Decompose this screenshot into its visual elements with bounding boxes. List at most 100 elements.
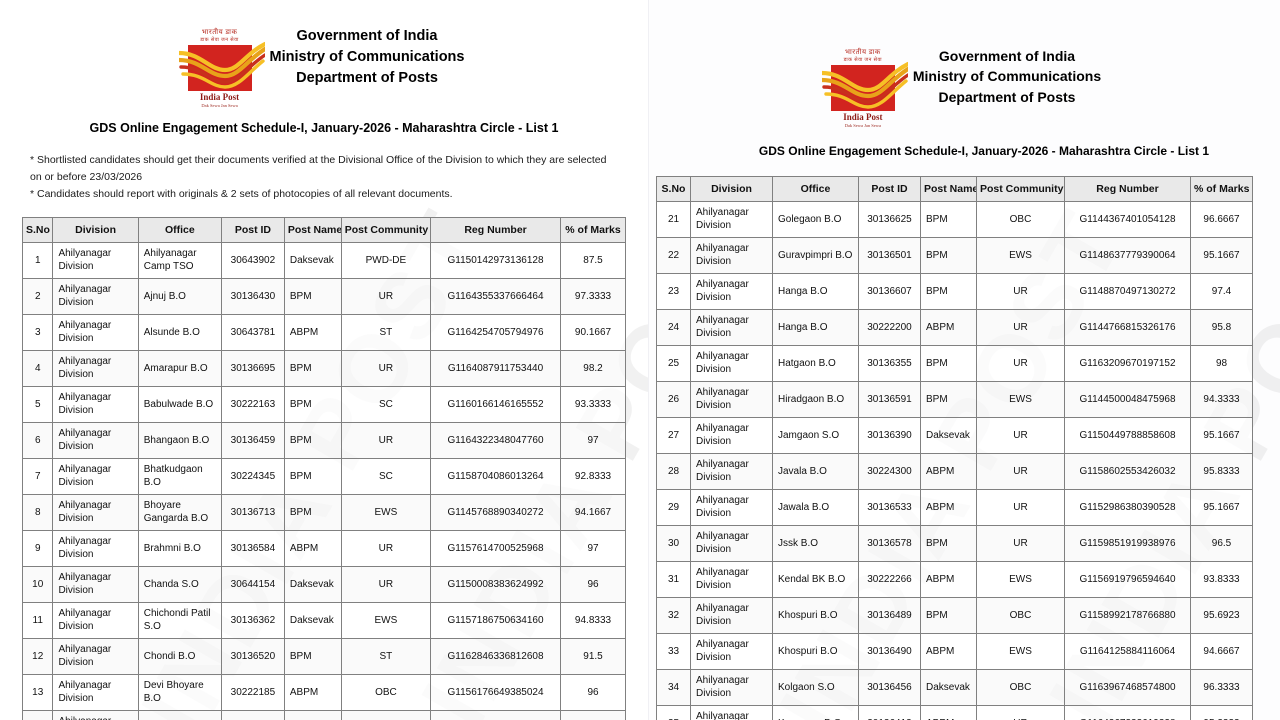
- document-header-left: भारतीय डाक डाक सेवा जन सेवा India Post D…: [0, 0, 648, 108]
- cell-division: Ahilyanagar Division: [52, 710, 139, 720]
- table-row[interactable]: 10 Ahilyanagar Division Chanda S.O 30644154…: [21, 566, 626, 604]
- table-row[interactable]: 29 Ahilyanagar Division Jawala B.O 30136533…: [656, 489, 1253, 527]
- cell-division: Ahilyanagar Division: [690, 633, 773, 671]
- table-row[interactable]: 7 Ahilyanagar Division Bhatkudgaon B.O 3022…: [21, 458, 626, 496]
- col-header-division[interactable]: Division: [690, 176, 773, 203]
- table-row[interactable]: 22 Ahilyanagar Division Guravpimpri B.O 301…: [656, 237, 1253, 275]
- cell-sno: 3: [21, 314, 54, 352]
- cell-sno: 1: [21, 242, 54, 280]
- cell-division: Ahilyanagar Division: [52, 602, 139, 640]
- cell-reg-number: G1156919796594640: [1064, 561, 1191, 599]
- table-row[interactable]: 35Ahilyanagar DivisionKoregoan B.O301364…: [656, 705, 1253, 720]
- table-row[interactable]: 23 Ahilyanagar Division Hanga B.O 30136607 B…: [656, 273, 1253, 311]
- cell-sno: 28: [656, 453, 691, 491]
- col-header-sno[interactable]: S.No: [656, 176, 691, 203]
- table-row[interactable]: 32 Ahilyanagar Division Khospuri B.O 301364…: [656, 597, 1253, 635]
- table-row[interactable]: 4 Ahilyanagar Division Amarapur B.O 3013669…: [21, 350, 626, 388]
- cell-office: Chichondi Patil S.O: [137, 602, 222, 640]
- table-row[interactable]: 1 Ahilyanagar Division Ahilyanagar Camp TS…: [21, 242, 626, 280]
- cell-reg-number: G1150008383624992: [430, 566, 561, 604]
- cell-post-name: BPM: [283, 278, 342, 316]
- table-row[interactable]: 31 Ahilyanagar Division Kendal BK B.O 30222…: [656, 561, 1253, 599]
- cell-reg-number: G1150142973136128: [430, 242, 561, 280]
- cell-post-name: Daksevak: [283, 602, 342, 640]
- cell-reg-number: G1164322348047760: [430, 422, 561, 460]
- cell-marks: 94.3333: [1190, 381, 1253, 419]
- table-row[interactable]: 11 Ahilyanagar Division Chichondi Patil S.…: [21, 602, 626, 640]
- col-header-marks[interactable]: % of Marks: [560, 217, 626, 244]
- cell-post-community: UR: [976, 489, 1065, 527]
- col-header-office[interactable]: Office: [772, 176, 859, 203]
- cell-sno: 8: [21, 494, 54, 532]
- cell-sno: 24: [656, 309, 691, 347]
- cell-post-name: BPM: [920, 201, 977, 239]
- cell-post-id: 30136607: [858, 273, 921, 311]
- org-line-ministry: Ministry of Communications: [912, 68, 1102, 85]
- cell-division: Ahilyanagar Division: [52, 566, 139, 604]
- col-header-post-name[interactable]: Post Name: [920, 176, 977, 203]
- col-header-division[interactable]: Division: [52, 217, 139, 244]
- cell-post-id: 30136625: [858, 201, 921, 239]
- cell-reg-number: G1148637779390064: [1064, 237, 1191, 275]
- org-title-block-right: Government of India Ministry of Communic…: [913, 42, 1101, 107]
- cell-post-id: 30136459: [220, 422, 285, 460]
- col-header-post-id[interactable]: Post ID: [220, 217, 285, 244]
- org-title-block-left: Government of India Ministry of Communic…: [270, 22, 465, 89]
- table-row[interactable]: 27 Ahilyanagar Division Jamgaon S.O 3013639…: [656, 417, 1253, 455]
- col-header-post-name[interactable]: Post Name: [283, 217, 342, 244]
- cell-post-name: ABPM: [920, 489, 977, 527]
- cell-post-community: UR: [976, 309, 1065, 347]
- table-row[interactable]: 25 Ahilyanagar Division Hatgaon B.O 3013635…: [656, 345, 1253, 383]
- col-header-marks[interactable]: % of Marks: [1190, 176, 1253, 203]
- table-row[interactable]: 12 Ahilyanagar Division Chondi B.O 30136520…: [21, 638, 626, 676]
- logo-tagline: Dak Sewa Jan Sewa: [201, 103, 238, 108]
- cell-post-name: BPM: [920, 525, 977, 563]
- cell-office: Alsunde B.O: [137, 314, 222, 352]
- cell-reg-number: G1144704173391824: [430, 710, 561, 720]
- cell-post-id: 30224345: [220, 458, 285, 496]
- cell-office: Babulwade B.O: [137, 386, 222, 424]
- cell-office: Bhatkudgaon B.O: [137, 458, 222, 496]
- cell-office: Bhangaon B.O: [137, 422, 222, 460]
- cell-office: Kendal BK B.O: [772, 561, 859, 599]
- cell-sno: 12: [21, 638, 54, 676]
- table-row[interactable]: 30 Ahilyanagar Division Jssk B.O 30136578 BP…: [656, 525, 1253, 563]
- col-header-office[interactable]: Office: [137, 217, 222, 244]
- table-row[interactable]: 2 Ahilyanagar Division Ajnuj B.O 30136430 BP…: [21, 278, 626, 316]
- cell-marks: 96.5: [1190, 525, 1253, 563]
- cell-sno: 29: [656, 489, 691, 527]
- table-row[interactable]: 21 Ahilyanagar Division Golegaon B.O 301366…: [656, 201, 1253, 239]
- col-header-reg-number[interactable]: Reg Number: [430, 217, 561, 244]
- col-header-post-community[interactable]: Post Community: [340, 217, 432, 244]
- table-row[interactable]: 9 Ahilyanagar Division Brahmni B.O 30136584…: [21, 530, 626, 568]
- cell-post-id: 30224300: [858, 453, 921, 491]
- logo-hindi-line-2: डाक सेवा जन सेवा: [843, 57, 883, 63]
- table-row[interactable]: 3 Ahilyanagar Division Alsunde B.O 30643781…: [21, 314, 626, 352]
- table-row[interactable]: 33 Ahilyanagar Division Khospuri B.O 301364…: [656, 633, 1253, 671]
- cell-marks: 95.8667: [560, 710, 626, 720]
- table-row[interactable]: 13 Ahilyanagar Division Devi Bhoyare B.O 30…: [21, 674, 626, 712]
- cell-office: Brahmni B.O: [137, 530, 222, 568]
- table-row[interactable]: 8 Ahilyanagar Division Bhoyare Gangarda B.…: [21, 494, 626, 532]
- table-row[interactable]: 24 Ahilyanagar Division Hanga B.O 30222200 A…: [656, 309, 1253, 347]
- cell-reg-number: G1145768890340272: [430, 494, 561, 532]
- cell-post-community: SC: [340, 386, 432, 424]
- table-row[interactable]: 28 Ahilyanagar Division Javala B.O 30224300…: [656, 453, 1253, 491]
- table-row[interactable]: 26 Ahilyanagar Division Hiradgaon B.O 30136…: [656, 381, 1253, 419]
- table-row[interactable]: 6 Ahilyanagar Division Bhangaon B.O 3013645…: [21, 422, 626, 460]
- cell-sno: 13: [21, 674, 54, 712]
- col-header-post-community[interactable]: Post Community: [976, 176, 1065, 203]
- table-row[interactable]: 5 Ahilyanagar Division Babulwade B.O 302221…: [21, 386, 626, 424]
- cell-marks: 97: [560, 422, 626, 460]
- cell-division: Ahilyanagar Division: [690, 705, 773, 720]
- cell-office: Ahilyanagar Camp TSO: [137, 242, 222, 280]
- cell-office: Chondi B.O: [137, 638, 222, 676]
- table-row[interactable]: 14Ahilyanagar DivisionDhamori B.O3013670…: [21, 710, 626, 720]
- col-header-post-id[interactable]: Post ID: [858, 176, 921, 203]
- logo-hindi-line-2: डाक सेवा जन सेवा: [200, 37, 239, 43]
- cell-sno: 22: [656, 237, 691, 275]
- col-header-sno[interactable]: S.No: [21, 217, 54, 244]
- col-header-reg-number[interactable]: Reg Number: [1064, 176, 1191, 203]
- table-row[interactable]: 34 Ahilyanagar Division Kolgaon S.O 3013645…: [656, 669, 1253, 707]
- cell-reg-number: G1152986380390528: [1064, 489, 1191, 527]
